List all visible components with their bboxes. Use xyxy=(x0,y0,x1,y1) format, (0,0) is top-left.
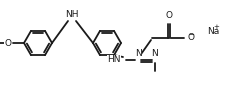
Text: −: − xyxy=(188,32,194,38)
Text: O: O xyxy=(5,39,12,48)
Text: O: O xyxy=(187,33,194,43)
Text: HN: HN xyxy=(108,56,121,64)
Text: Na: Na xyxy=(207,27,219,35)
Text: N: N xyxy=(152,50,158,58)
Text: +: + xyxy=(213,24,219,30)
Text: O: O xyxy=(166,11,173,20)
Text: N: N xyxy=(135,50,141,58)
Text: NH: NH xyxy=(65,10,79,19)
